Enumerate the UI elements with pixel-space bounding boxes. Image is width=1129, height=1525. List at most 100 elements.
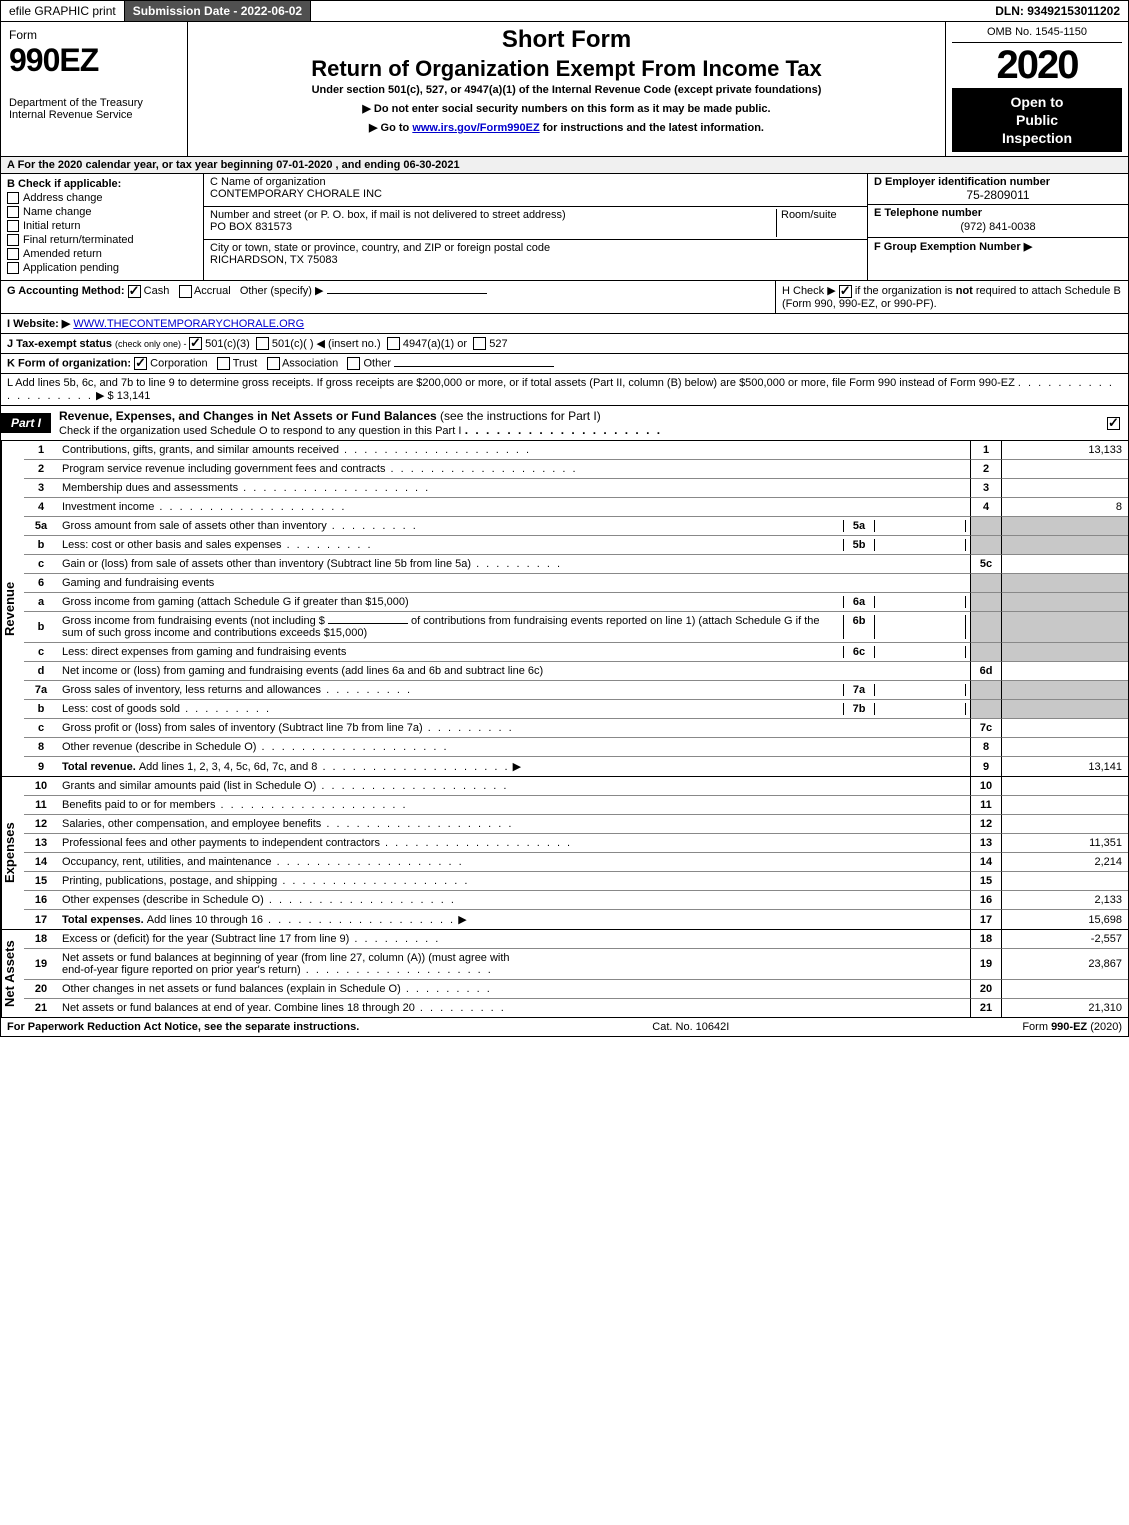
line-value — [1002, 814, 1128, 833]
line-6a: a Gross income from gaming (attach Sched… — [24, 592, 1128, 611]
arrow-icon: ▶ — [513, 761, 521, 773]
line-num: b — [24, 535, 58, 554]
submission-date-text: Submission Date - 2022-06-02 — [133, 4, 302, 18]
checkbox-501c3-icon[interactable] — [189, 337, 202, 350]
dots-icon — [154, 501, 346, 513]
line-desc: Contributions, gifts, grants, and simila… — [62, 444, 339, 456]
line-4: 4 Investment income 4 8 — [24, 497, 1128, 516]
form-header: Form 990EZ Department of the Treasury In… — [0, 22, 1129, 157]
form-number: 990EZ — [9, 42, 179, 79]
revenue-side-label: Revenue — [1, 441, 24, 776]
line-value — [1002, 795, 1128, 814]
h-schedule-b: H Check ▶ if the organization is not req… — [776, 281, 1128, 313]
shaded-cell — [1002, 573, 1128, 592]
section-b-to-f: B Check if applicable: Address change Na… — [0, 174, 1129, 282]
checkbox-527-icon[interactable] — [473, 337, 486, 350]
sub-val — [875, 615, 966, 639]
contrib-amount-input[interactable] — [328, 623, 408, 624]
dots-icon — [264, 894, 456, 906]
ein-label: D Employer identification number — [874, 176, 1122, 188]
line-value — [1002, 777, 1128, 795]
row-l-gross-receipts: L Add lines 5b, 6c, and 7b to line 9 to … — [0, 374, 1129, 406]
line-rn: 15 — [970, 871, 1002, 890]
line-num: 19 — [24, 948, 58, 979]
shaded-cell — [1002, 592, 1128, 611]
k-other: Other — [363, 358, 391, 370]
checkbox-cash-icon[interactable] — [128, 285, 141, 298]
checkbox-501c-icon[interactable] — [256, 337, 269, 350]
checkbox-accrual-icon[interactable] — [179, 285, 192, 298]
check-amended-return[interactable]: Amended return — [7, 248, 197, 260]
line-rn: 12 — [970, 814, 1002, 833]
g-other-input[interactable] — [327, 293, 487, 294]
line-value — [1002, 459, 1128, 478]
sub-num: 5b — [843, 539, 875, 551]
checkbox-4947-icon[interactable] — [387, 337, 400, 350]
k-corp: Corporation — [150, 358, 207, 370]
room-suite-label: Room/suite — [777, 209, 861, 237]
checkbox-schedule-b-icon[interactable] — [839, 285, 852, 298]
checkbox-icon[interactable] — [7, 234, 19, 246]
line-value: 15,698 — [1002, 909, 1128, 929]
sub-val — [875, 596, 966, 608]
shaded-cell — [970, 516, 1002, 535]
street-cell: Number and street (or P. O. box, if mail… — [210, 209, 777, 237]
j-opt4: 527 — [489, 338, 507, 350]
line-value — [1002, 554, 1128, 573]
line-13: 13 Professional fees and other payments … — [24, 833, 1128, 852]
dots-icon — [423, 722, 514, 734]
line-6b-desc-wrap: Gross income from fundraising events (no… — [62, 615, 843, 639]
line-7a: 7a Gross sales of inventory, less return… — [24, 680, 1128, 699]
line-desc: Net income or (loss) from gaming and fun… — [58, 661, 970, 680]
row-a-tax-year: A For the 2020 calendar year, or tax yea… — [0, 157, 1129, 174]
dots-icon — [317, 761, 509, 773]
checkbox-icon[interactable] — [7, 248, 19, 260]
line-num: c — [24, 718, 58, 737]
website-link[interactable]: WWW.THECONTEMPORARYCHORALE.ORG — [73, 318, 304, 330]
checkbox-icon[interactable] — [7, 192, 19, 204]
dots-icon — [316, 780, 508, 792]
checkbox-icon[interactable] — [7, 262, 19, 274]
checkbox-association-icon[interactable] — [267, 357, 280, 370]
checkbox-icon[interactable] — [7, 220, 19, 232]
line-rn: 14 — [970, 852, 1002, 871]
irs-link[interactable]: www.irs.gov/Form990EZ — [412, 122, 539, 134]
sub-val — [875, 520, 966, 532]
checkbox-trust-icon[interactable] — [217, 357, 230, 370]
line-value — [1002, 737, 1128, 756]
sub-val — [875, 703, 966, 715]
footer-right: Form 990-EZ (2020) — [1022, 1021, 1122, 1033]
dots-icon — [415, 1002, 506, 1014]
dots-icon — [321, 818, 513, 830]
line-desc: Net assets or fund balances at beginning… — [62, 952, 510, 964]
check-initial-return[interactable]: Initial return — [7, 220, 197, 232]
efile-print-label[interactable]: efile GRAPHIC print — [1, 1, 125, 21]
check-address-change[interactable]: Address change — [7, 192, 197, 204]
checkbox-corporation-icon[interactable] — [134, 357, 147, 370]
line-18: 18 Excess or (deficit) for the year (Sub… — [24, 930, 1128, 948]
sub-val — [875, 646, 966, 658]
k-other-input[interactable] — [394, 366, 554, 367]
line-desc: Excess or (deficit) for the year (Subtra… — [62, 933, 349, 945]
g-cash: Cash — [144, 285, 170, 297]
check-final-return[interactable]: Final return/terminated — [7, 234, 197, 246]
line-num: c — [24, 554, 58, 573]
checkbox-other-icon[interactable] — [347, 357, 360, 370]
check-application-pending[interactable]: Application pending — [7, 262, 197, 274]
dept-line1: Department of the Treasury — [9, 97, 179, 109]
line-5a: 5a Gross amount from sale of assets othe… — [24, 516, 1128, 535]
col-c-org-info: C Name of organization CONTEMPORARY CHOR… — [204, 174, 868, 281]
checkbox-schedule-o-icon[interactable] — [1107, 417, 1120, 430]
line-rn: 5c — [970, 554, 1002, 573]
checkbox-icon[interactable] — [7, 206, 19, 218]
line-num: b — [24, 611, 58, 642]
footer: For Paperwork Reduction Act Notice, see … — [0, 1018, 1129, 1037]
line-5b: b Less: cost or other basis and sales ex… — [24, 535, 1128, 554]
check-name-change[interactable]: Name change — [7, 206, 197, 218]
goto-pre: ▶ Go to — [369, 122, 412, 134]
org-name-row: C Name of organization CONTEMPORARY CHOR… — [204, 174, 867, 207]
b-label: B Check if applicable: — [7, 178, 197, 190]
h-post1: required to attach Schedule B — [976, 285, 1121, 297]
line-num: 11 — [24, 795, 58, 814]
footer-left: For Paperwork Reduction Act Notice, see … — [7, 1021, 359, 1033]
